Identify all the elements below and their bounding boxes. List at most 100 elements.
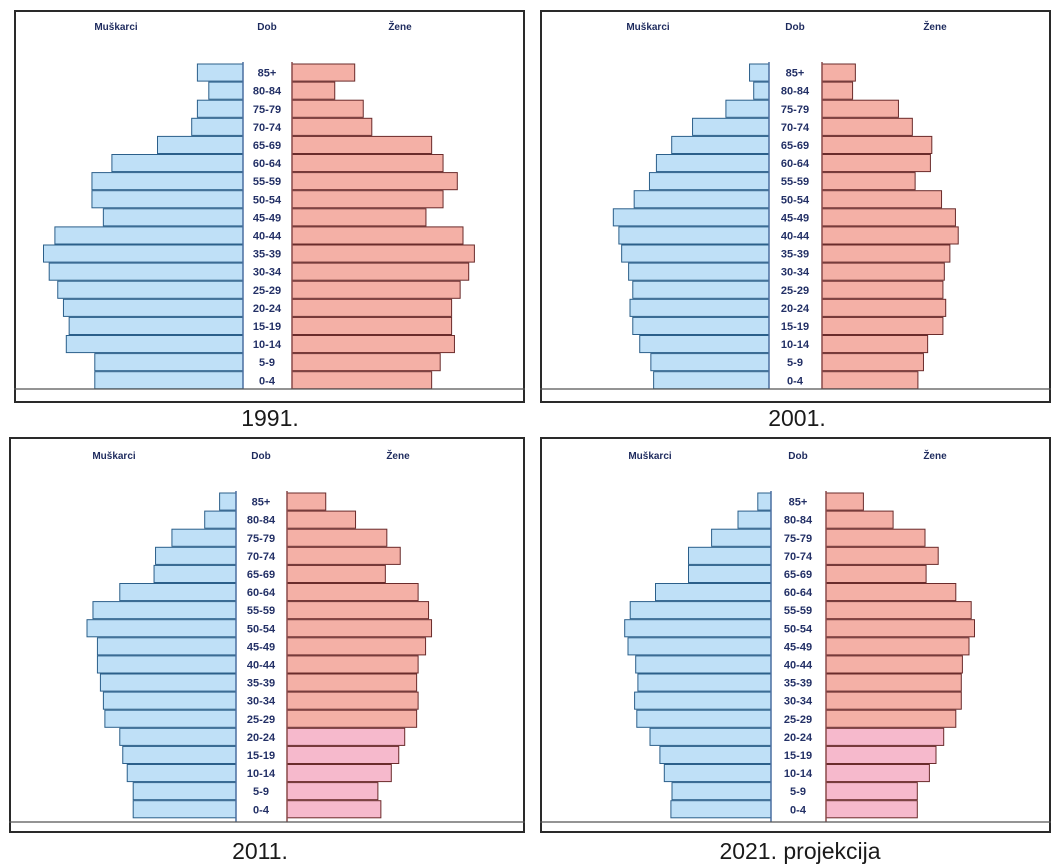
age-group-label: 60-64 xyxy=(253,158,282,170)
male-bar xyxy=(634,691,772,710)
age-group-label: 0-4 xyxy=(253,804,270,816)
age-group-label: 0-4 xyxy=(790,804,807,816)
age-group-label: 5-9 xyxy=(259,357,275,369)
age-group-label: 45-49 xyxy=(247,641,275,653)
female-bar xyxy=(825,800,918,819)
female-bar xyxy=(825,564,927,584)
age-group-label: 70-74 xyxy=(784,551,813,563)
age-group-label: 85+ xyxy=(252,497,271,509)
age-group-label: 25-29 xyxy=(784,714,812,726)
age-group-label: 40-44 xyxy=(781,230,810,242)
age-group-label: 40-44 xyxy=(253,230,282,242)
male-bar xyxy=(635,655,772,674)
age-group-label: 15-19 xyxy=(784,750,812,762)
female-bar xyxy=(825,528,926,547)
age-group-label: 35-39 xyxy=(781,249,809,261)
female-bar xyxy=(825,546,939,565)
age-group-label: 30-34 xyxy=(781,267,810,279)
female-bar xyxy=(825,601,972,620)
age-group-label: 20-24 xyxy=(253,303,282,315)
age-group-label: 55-59 xyxy=(247,605,275,617)
female-bar xyxy=(825,673,962,692)
male-bar xyxy=(629,601,772,620)
header-muskarci: Muškarci xyxy=(626,22,670,33)
age-group-label: 15-19 xyxy=(781,321,809,333)
age-group-label: 30-34 xyxy=(247,696,276,708)
header-zene: Žene xyxy=(923,449,947,462)
age-group-label: 70-74 xyxy=(247,551,276,563)
age-group-label: 35-39 xyxy=(247,678,275,690)
age-group-label: 70-74 xyxy=(253,122,282,134)
age-group-label: 50-54 xyxy=(781,194,810,206)
age-group-label: 25-29 xyxy=(253,285,281,297)
header-dob: Dob xyxy=(257,22,276,33)
age-group-label: 60-64 xyxy=(781,158,810,170)
age-group-label: 10-14 xyxy=(253,339,282,351)
age-group-label: 0-4 xyxy=(259,375,276,387)
age-group-label: 45-49 xyxy=(784,641,812,653)
chart-title-2001: 2001. xyxy=(768,405,826,431)
age-group-label: 45-49 xyxy=(253,212,281,224)
age-group-label: 15-19 xyxy=(253,321,281,333)
female-bar xyxy=(825,655,963,674)
female-bar xyxy=(825,619,975,638)
age-group-label: 70-74 xyxy=(781,122,810,134)
chart-title-2011: 2011. xyxy=(232,838,288,864)
age-group-label: 5-9 xyxy=(253,786,269,798)
female-bar xyxy=(825,583,957,602)
male-bar xyxy=(649,727,772,746)
age-group-label: 75-79 xyxy=(253,104,281,116)
age-group-label: 85+ xyxy=(786,68,805,80)
age-group-label: 10-14 xyxy=(247,768,276,780)
age-group-label: 60-64 xyxy=(247,587,276,599)
chart-title-1991: 1991. xyxy=(241,405,299,431)
header-muskarci: Muškarci xyxy=(92,451,136,462)
female-bar xyxy=(825,782,918,801)
age-group-label: 20-24 xyxy=(781,303,810,315)
age-group-label: 85+ xyxy=(789,497,808,509)
female-bar xyxy=(825,727,945,746)
male-bar xyxy=(737,510,772,529)
age-group-label: 25-29 xyxy=(247,714,275,726)
chart-frame-2001 xyxy=(540,10,1051,403)
age-group-label: 25-29 xyxy=(781,285,809,297)
age-group-label: 80-84 xyxy=(253,86,282,98)
age-group-label: 80-84 xyxy=(784,515,813,527)
female-bar xyxy=(825,691,962,710)
age-group-label: 35-39 xyxy=(784,678,812,690)
female-bar xyxy=(825,492,864,511)
age-group-label: 75-79 xyxy=(784,533,812,545)
age-group-label: 45-49 xyxy=(781,212,809,224)
age-group-label: 65-69 xyxy=(247,569,275,581)
age-group-label: 80-84 xyxy=(247,515,276,527)
age-group-label: 30-34 xyxy=(784,696,813,708)
female-bar xyxy=(825,510,894,529)
age-group-label: 10-14 xyxy=(781,339,810,351)
header-zene: Žene xyxy=(388,20,412,33)
female-bar xyxy=(825,764,930,783)
male-bar xyxy=(671,782,772,801)
header-muskarci: Muškarci xyxy=(628,451,672,462)
age-group-label: 65-69 xyxy=(253,140,281,152)
male-bar xyxy=(627,637,772,656)
male-bar xyxy=(757,492,772,511)
age-group-label: 20-24 xyxy=(784,732,813,744)
age-group-label: 50-54 xyxy=(247,623,276,635)
age-group-label: 0-4 xyxy=(787,375,804,387)
male-bar xyxy=(670,800,772,819)
header-dob: Dob xyxy=(251,451,270,462)
age-group-label: 55-59 xyxy=(784,605,812,617)
age-group-label: 5-9 xyxy=(787,357,803,369)
male-bar xyxy=(663,764,772,783)
age-group-label: 40-44 xyxy=(247,659,276,671)
age-group-label: 55-59 xyxy=(781,176,809,188)
male-bar xyxy=(688,564,772,584)
age-group-label: 50-54 xyxy=(784,623,813,635)
male-bar xyxy=(624,619,772,638)
age-group-label: 65-69 xyxy=(781,140,809,152)
age-group-label: 20-24 xyxy=(247,732,276,744)
